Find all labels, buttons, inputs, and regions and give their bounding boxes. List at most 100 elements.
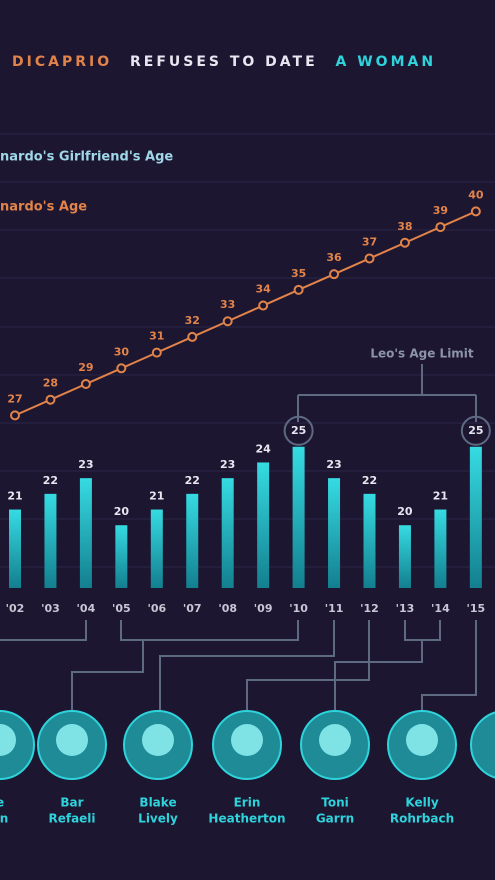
- highlight-ring: [283, 415, 314, 446]
- value-label: 29: [78, 361, 93, 374]
- bar: [434, 509, 447, 588]
- portrait-face: [319, 724, 351, 756]
- line: [14, 210, 477, 417]
- bar: [257, 462, 270, 588]
- value-label: 27: [7, 392, 22, 405]
- value-label: 25: [468, 424, 483, 437]
- line-point: [10, 410, 20, 421]
- value-label: 24: [255, 442, 271, 455]
- value-label: 37: [362, 235, 377, 248]
- value-label: 34: [255, 283, 271, 296]
- bar: [221, 478, 234, 588]
- x-tick-label: '03: [41, 602, 60, 615]
- value-label: 40: [468, 188, 484, 201]
- portrait-face: [231, 724, 263, 756]
- person-name: en: [0, 812, 8, 826]
- value-label: 32: [185, 314, 200, 327]
- value-label: 21: [7, 490, 22, 503]
- annotation-bracket: [297, 364, 477, 422]
- bar: [115, 525, 128, 588]
- legend-label: nardo's Girlfriend's Age: [0, 150, 173, 165]
- value-label: 21: [433, 490, 448, 503]
- value-label: 31: [149, 330, 164, 343]
- connectors: [0, 620, 477, 711]
- line-point: [116, 363, 127, 374]
- portrait: [470, 711, 495, 779]
- value-label: 33: [220, 298, 235, 311]
- x-tick-label: '15: [467, 602, 486, 615]
- bar: [79, 478, 92, 588]
- line-point: [329, 269, 340, 280]
- value-label: 36: [326, 251, 342, 264]
- x-tick-label: '13: [396, 602, 415, 615]
- highlight-ring: [460, 415, 491, 446]
- title-part: A WOMAN: [336, 54, 437, 70]
- line-point: [364, 253, 375, 264]
- bar: [469, 446, 482, 588]
- x-tick-label: '11: [325, 602, 344, 615]
- portrait-face: [142, 724, 174, 756]
- person-name: Refaeli: [48, 812, 95, 826]
- x-tick-label: '04: [77, 602, 96, 615]
- person-name: Bar: [60, 796, 83, 810]
- x-tick-label: '06: [147, 602, 166, 615]
- line-point: [435, 222, 446, 233]
- line-point: [151, 347, 162, 358]
- value-label: 21: [149, 490, 164, 503]
- value-label: 30: [114, 345, 130, 358]
- line-point: [45, 394, 56, 405]
- value-label: 23: [326, 458, 341, 471]
- bar: [150, 509, 163, 588]
- title-part: REFUSES TO DATE: [130, 54, 318, 70]
- person-name: Kelly: [405, 796, 438, 810]
- value-label: 23: [220, 458, 235, 471]
- person-name: Blake: [139, 796, 176, 810]
- value-label: 35: [291, 267, 306, 280]
- person-name: Toni: [321, 796, 349, 810]
- legend-label: nardo's Age: [0, 200, 87, 215]
- person-name: e: [0, 796, 4, 810]
- x-tick-label: '02: [6, 602, 25, 615]
- bar: [398, 525, 411, 588]
- value-label: 22: [43, 474, 58, 487]
- bar: [9, 509, 21, 588]
- value-label: 22: [362, 474, 377, 487]
- person-name: Heatherton: [208, 812, 285, 826]
- value-label: 39: [433, 204, 448, 217]
- value-label: 38: [397, 220, 412, 233]
- line-point: [80, 379, 91, 389]
- title-part: DICAPRIO: [12, 54, 112, 70]
- person-name: Rohrbach: [390, 812, 454, 826]
- x-tick-label: '10: [289, 602, 308, 615]
- line-point: [470, 206, 481, 217]
- bar: [292, 446, 305, 588]
- x-tick-label: '05: [112, 602, 131, 615]
- x-tick-label: '09: [254, 602, 273, 615]
- x-tick-label: '12: [360, 602, 379, 615]
- bar: [44, 493, 57, 588]
- line-point: [187, 331, 198, 342]
- line-point: [293, 284, 304, 295]
- bar: [186, 493, 199, 588]
- person-name: Lively: [138, 812, 178, 826]
- line-point: [399, 237, 410, 248]
- value-label: 20: [397, 505, 413, 518]
- value-label: 23: [78, 458, 93, 471]
- x-tick-label: '08: [218, 602, 237, 615]
- value-label: 22: [185, 474, 200, 487]
- person-name: Erin: [234, 796, 261, 810]
- portrait-face: [406, 724, 438, 756]
- value-label: 20: [114, 505, 130, 518]
- bar: [363, 493, 376, 588]
- portrait-face: [56, 724, 88, 756]
- portrait-face: [0, 724, 16, 756]
- line-point: [222, 316, 233, 327]
- value-label: 28: [43, 377, 58, 390]
- x-tick-label: '14: [431, 602, 450, 615]
- value-label: 25: [291, 424, 306, 437]
- x-tick-label: '07: [183, 602, 202, 615]
- bar: [328, 478, 341, 588]
- annotation: Leo's Age Limit: [370, 347, 474, 361]
- line-point: [258, 300, 269, 311]
